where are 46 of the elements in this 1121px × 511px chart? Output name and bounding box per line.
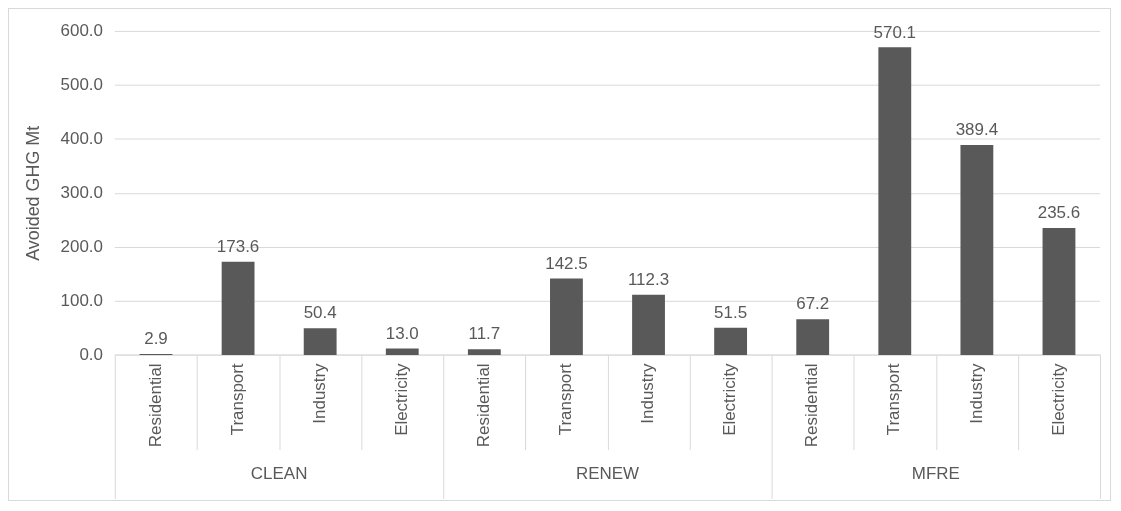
data-label: 13.0	[385, 323, 419, 343]
x-tick-label: Residential	[145, 363, 165, 448]
data-label: 50.4	[303, 303, 337, 323]
y-tick-label: 200.0	[60, 237, 103, 257]
bar	[878, 47, 912, 355]
x-tick-label: Electricity	[720, 362, 740, 436]
data-label: 235.6	[1037, 203, 1081, 223]
y-tick-label: 100.0	[60, 291, 103, 311]
y-tick-label: 600.0	[60, 20, 103, 40]
bar	[550, 278, 583, 355]
data-label: 142.5	[545, 253, 588, 273]
bar	[467, 349, 501, 355]
x-tick-label: Industry	[309, 362, 329, 424]
x-tick-label: Industry	[638, 362, 658, 424]
x-tick-label: Electricity	[1048, 362, 1068, 436]
bar	[796, 319, 830, 355]
bar	[221, 261, 255, 355]
data-label: 112.3	[627, 270, 670, 289]
x-tick-label: Transport	[884, 363, 904, 436]
data-label: 67.2	[796, 294, 830, 314]
y-tick-label: 300.0	[60, 182, 103, 202]
text: CLEAN	[250, 464, 308, 484]
bar	[303, 328, 337, 355]
x-tick-label: Electricity	[391, 362, 411, 436]
x-tick-label: Residential	[802, 363, 822, 448]
bar	[714, 327, 748, 355]
y-axis-title: Avoided GHG Mt	[22, 125, 43, 261]
bar	[960, 144, 994, 355]
bar	[1042, 228, 1076, 355]
bar	[632, 294, 665, 355]
data-label: 389.4	[955, 120, 999, 140]
data-label: 11.7	[468, 324, 501, 344]
data-label: 570.1	[873, 22, 917, 42]
data-label: 51.5	[714, 302, 748, 322]
text: RENEW	[575, 464, 640, 484]
data-label: 2.9	[144, 329, 168, 349]
y-tick-label: 500.0	[60, 74, 103, 94]
x-tick-label: Transport	[556, 363, 576, 436]
text: MFRE	[911, 464, 960, 484]
y-tick-label: 0.0	[79, 345, 103, 365]
x-tick-label: Industry	[966, 362, 986, 424]
data-label: 173.6	[216, 236, 260, 256]
x-tick-label: Transport	[227, 363, 247, 436]
bar	[385, 348, 419, 355]
x-tick-label: Residential	[474, 363, 494, 448]
y-tick-label: 400.0	[60, 128, 103, 148]
